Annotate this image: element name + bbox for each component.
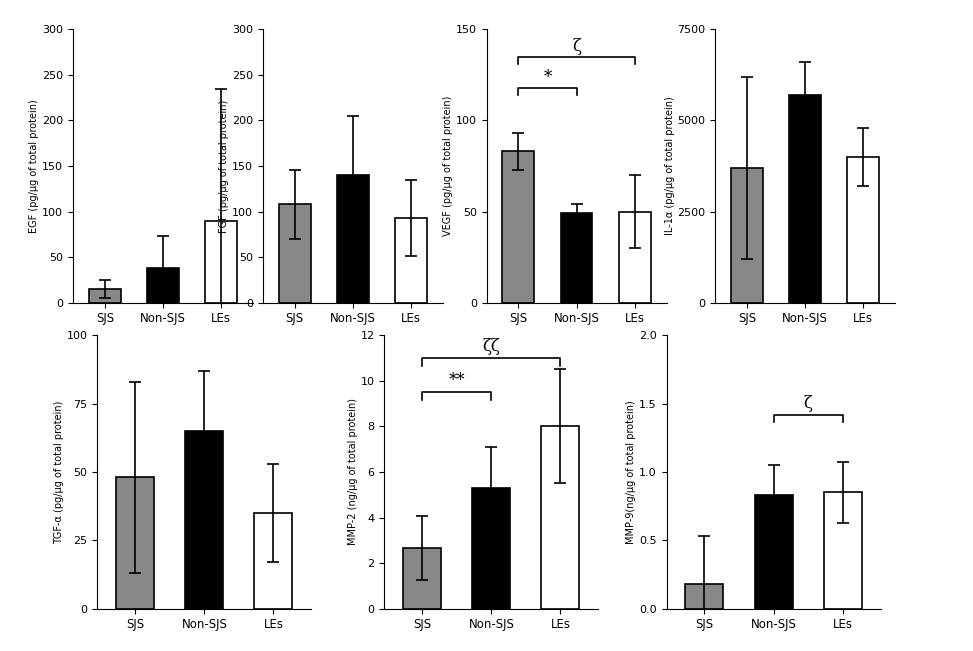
Bar [686,584,724,609]
Text: ζ: ζ [572,38,581,55]
Bar [560,214,593,303]
Bar [278,204,310,303]
Bar [789,95,821,303]
Bar [147,268,179,303]
Text: *: * [543,69,552,86]
Y-axis label: VEGF (pg/μg of total protein): VEGF (pg/μg of total protein) [443,96,453,236]
Bar [754,495,793,609]
Text: **: ** [449,372,465,389]
Bar [254,513,292,609]
Bar [404,548,442,609]
Bar [205,221,237,303]
Bar [502,152,534,303]
Y-axis label: MMP-9(ng/μg of total protein): MMP-9(ng/μg of total protein) [627,400,636,544]
Bar [117,477,155,609]
Bar [731,168,763,303]
Y-axis label: MMP-2 (ng/μg of total protein): MMP-2 (ng/μg of total protein) [347,398,358,546]
Bar [89,289,121,303]
Bar [185,431,224,609]
Bar [337,175,369,303]
Y-axis label: TGF-α (pg/μg of total protein): TGF-α (pg/μg of total protein) [54,400,64,544]
Bar [541,426,579,609]
Y-axis label: IL-1α (pg/μg of total protein): IL-1α (pg/μg of total protein) [665,96,674,236]
Bar [472,488,511,609]
Text: ζ: ζ [804,395,812,412]
Y-axis label: FGF (pg/μg of total protein): FGF (pg/μg of total protein) [219,100,229,232]
Y-axis label: EGF (pg/μg of total protein): EGF (pg/μg of total protein) [29,99,39,233]
Bar [395,218,427,303]
Text: ζζ: ζζ [483,338,500,355]
Bar [823,492,861,609]
Bar [847,157,880,303]
Bar [619,212,651,303]
